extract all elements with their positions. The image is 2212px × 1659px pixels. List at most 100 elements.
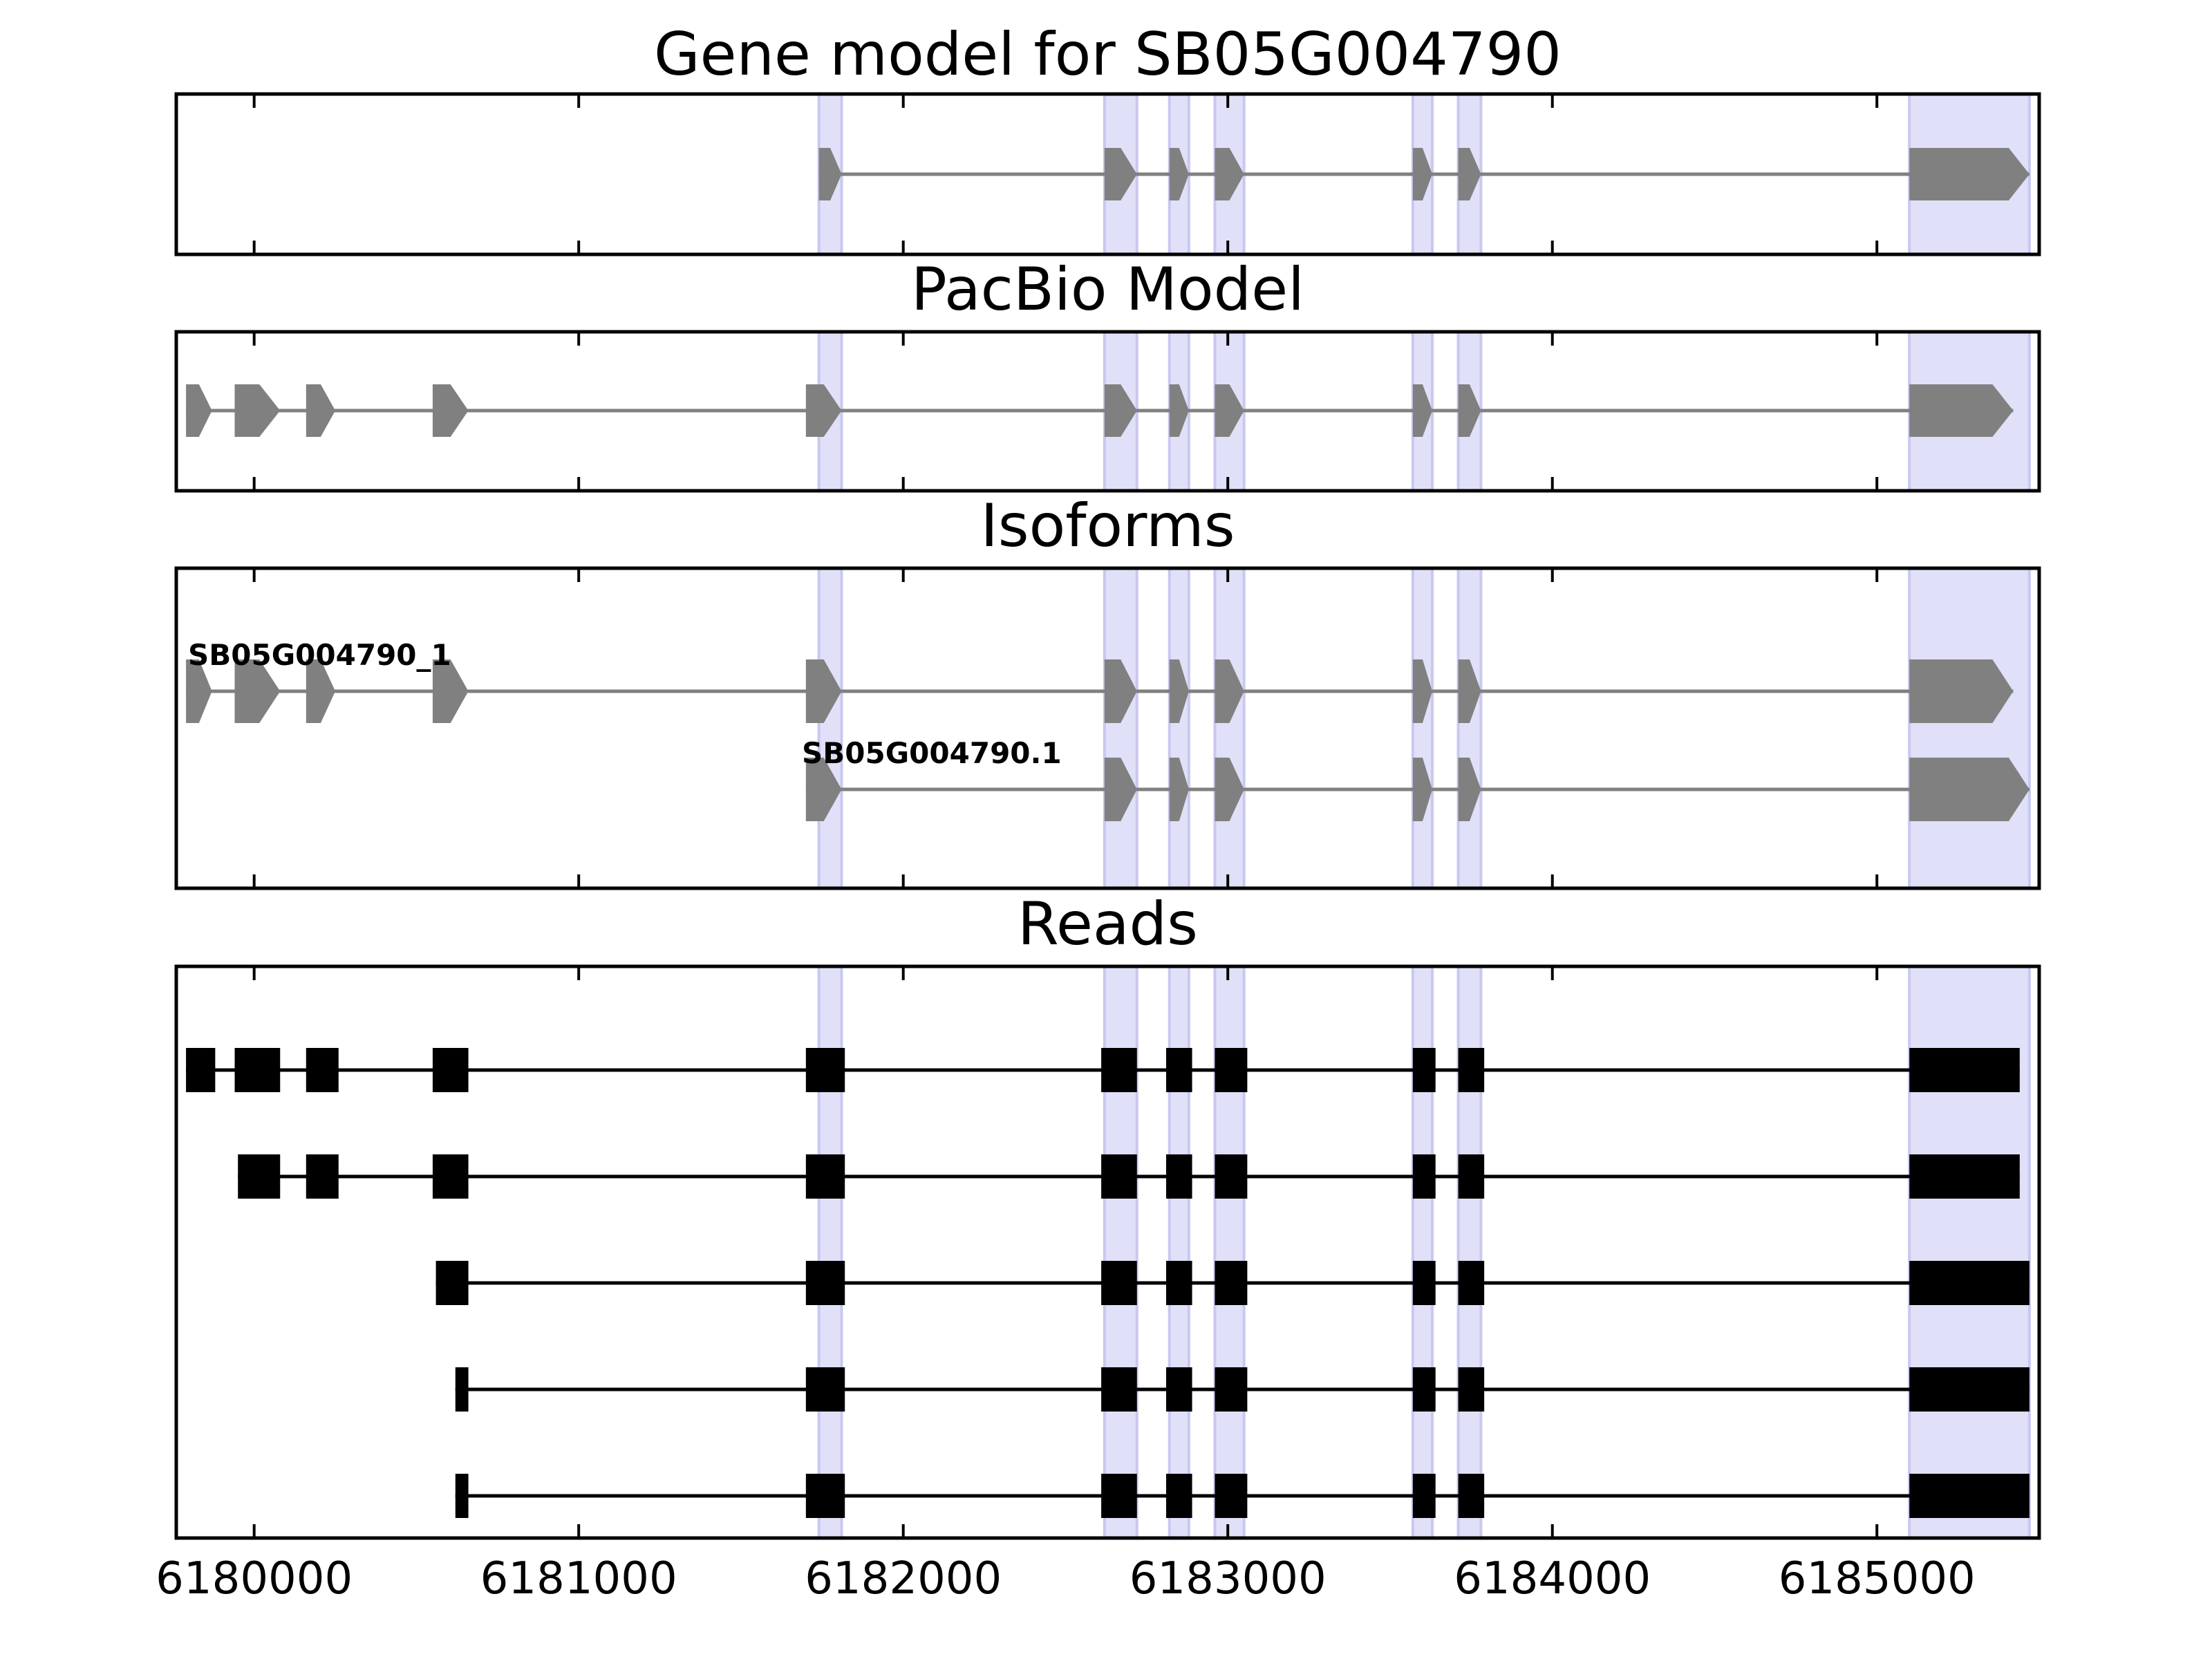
exon-arrow bbox=[1215, 148, 1244, 200]
read-exon-block bbox=[1215, 1474, 1248, 1518]
exon-arrow bbox=[1909, 384, 2014, 437]
exon-arrow bbox=[186, 659, 212, 723]
read-exon-block bbox=[435, 1261, 469, 1305]
read-exon-block bbox=[1166, 1367, 1192, 1412]
read-exon-block bbox=[1166, 1048, 1192, 1092]
read-exon-block bbox=[1101, 1474, 1137, 1518]
highlight-region bbox=[1213, 567, 1246, 890]
read-exon-block bbox=[1909, 1261, 2030, 1305]
panel-0: Gene model for SB05G004790 bbox=[174, 20, 2041, 256]
exon-arrow bbox=[1458, 148, 1481, 200]
x-tick-label: 6183000 bbox=[1130, 1553, 1327, 1604]
read-exon-block bbox=[805, 1154, 845, 1199]
exon-arrow bbox=[805, 659, 842, 723]
highlight-region bbox=[1908, 567, 2031, 890]
read-exon-block bbox=[805, 1261, 845, 1305]
read-exon-block bbox=[1166, 1474, 1192, 1518]
read-exon-block bbox=[1215, 1367, 1248, 1412]
exon-arrow bbox=[1169, 758, 1189, 821]
exon-arrow bbox=[1215, 384, 1244, 437]
read-exon-block bbox=[1101, 1048, 1137, 1092]
exon-arrow bbox=[1412, 148, 1433, 200]
highlight-region bbox=[1168, 567, 1190, 890]
exon-arrow bbox=[306, 659, 336, 723]
panel-3: Reads bbox=[174, 890, 2041, 1540]
read-exon-block bbox=[1909, 1474, 2030, 1518]
exon-arrow bbox=[805, 384, 842, 437]
read-exon-block bbox=[1458, 1154, 1485, 1199]
panel-title: Isoforms bbox=[980, 491, 1235, 561]
read-exon-block bbox=[432, 1154, 469, 1199]
exon-arrow bbox=[1215, 758, 1244, 821]
exon-arrow bbox=[1104, 384, 1137, 437]
read-exon-block bbox=[306, 1154, 339, 1199]
highlight-region bbox=[1103, 567, 1138, 890]
exon-arrow bbox=[1104, 659, 1137, 723]
exon-arrow bbox=[1412, 384, 1433, 437]
exon-arrow bbox=[1169, 148, 1189, 200]
read-exon-block bbox=[1166, 1154, 1192, 1199]
read-exon-block bbox=[432, 1048, 469, 1092]
panel-frame bbox=[174, 330, 2041, 493]
highlight-region bbox=[1411, 567, 1434, 890]
read-exon-block bbox=[238, 1154, 281, 1199]
read-exon-block bbox=[805, 1048, 845, 1092]
read-exon-block bbox=[1458, 1261, 1485, 1305]
highlight-region bbox=[817, 567, 843, 890]
read-exon-block bbox=[1215, 1154, 1248, 1199]
exon-arrow bbox=[1215, 659, 1244, 723]
isoform-label: SB05G004790.1 bbox=[802, 736, 1062, 770]
exon-arrow bbox=[1104, 148, 1137, 200]
read-exon-block bbox=[1909, 1154, 2020, 1199]
panel-frame bbox=[174, 92, 2041, 256]
read-exon-block bbox=[306, 1048, 339, 1092]
exon-arrow bbox=[234, 384, 281, 437]
x-tick-label: 6182000 bbox=[805, 1553, 1002, 1604]
read-exon-block bbox=[1101, 1367, 1137, 1412]
read-exon-block bbox=[1412, 1048, 1436, 1092]
exon-arrow bbox=[1458, 758, 1481, 821]
panel-2: SB05G004790_1 SB05G004790.1 Isoforms bbox=[174, 491, 2041, 890]
exon-arrow bbox=[1169, 384, 1189, 437]
exon-arrow bbox=[1104, 758, 1137, 821]
read-exon-block bbox=[1412, 1154, 1436, 1199]
x-tick-label: 6180000 bbox=[156, 1553, 353, 1604]
read-exon-block bbox=[1101, 1154, 1137, 1199]
read-exon-block bbox=[1458, 1474, 1485, 1518]
x-tick-label: 6181000 bbox=[480, 1553, 677, 1604]
panel-title: PacBio Model bbox=[911, 255, 1304, 324]
exon-arrow bbox=[432, 659, 469, 723]
exon-arrow bbox=[432, 384, 469, 437]
exon-arrow bbox=[1458, 659, 1481, 723]
read-exon-block bbox=[1458, 1367, 1485, 1412]
panel-frame bbox=[174, 566, 2041, 890]
x-tick-label: 6185000 bbox=[1779, 1553, 1976, 1604]
read-exon-block bbox=[455, 1367, 469, 1412]
panel-1: PacBio Model bbox=[174, 255, 2041, 493]
panel-title: Gene model for SB05G004790 bbox=[654, 20, 1562, 89]
read-exon-block bbox=[805, 1474, 845, 1518]
exon-arrow bbox=[186, 384, 212, 437]
exon-arrow bbox=[1909, 659, 2014, 723]
read-exon-block bbox=[1215, 1261, 1248, 1305]
read-exon-block bbox=[1215, 1048, 1248, 1092]
exon-arrow bbox=[306, 384, 336, 437]
read-exon-block bbox=[186, 1048, 216, 1092]
exon-arrow bbox=[818, 148, 842, 200]
exon-arrow bbox=[805, 758, 842, 821]
read-exon-block bbox=[1412, 1367, 1436, 1412]
read-exon-block bbox=[1412, 1261, 1436, 1305]
highlight-region bbox=[1456, 567, 1483, 890]
exon-arrow bbox=[1458, 384, 1481, 437]
read-exon-block bbox=[1101, 1261, 1137, 1305]
isoform-label: SB05G004790_1 bbox=[188, 638, 451, 672]
read-exon-block bbox=[1458, 1048, 1485, 1092]
exon-arrow bbox=[234, 659, 281, 723]
read-exon-block bbox=[805, 1367, 845, 1412]
exon-arrow bbox=[1169, 659, 1189, 723]
x-tick-label: 6184000 bbox=[1454, 1553, 1651, 1604]
read-exon-block bbox=[1909, 1367, 2030, 1412]
exon-arrow bbox=[1412, 659, 1433, 723]
panel-frame bbox=[174, 964, 2041, 1540]
